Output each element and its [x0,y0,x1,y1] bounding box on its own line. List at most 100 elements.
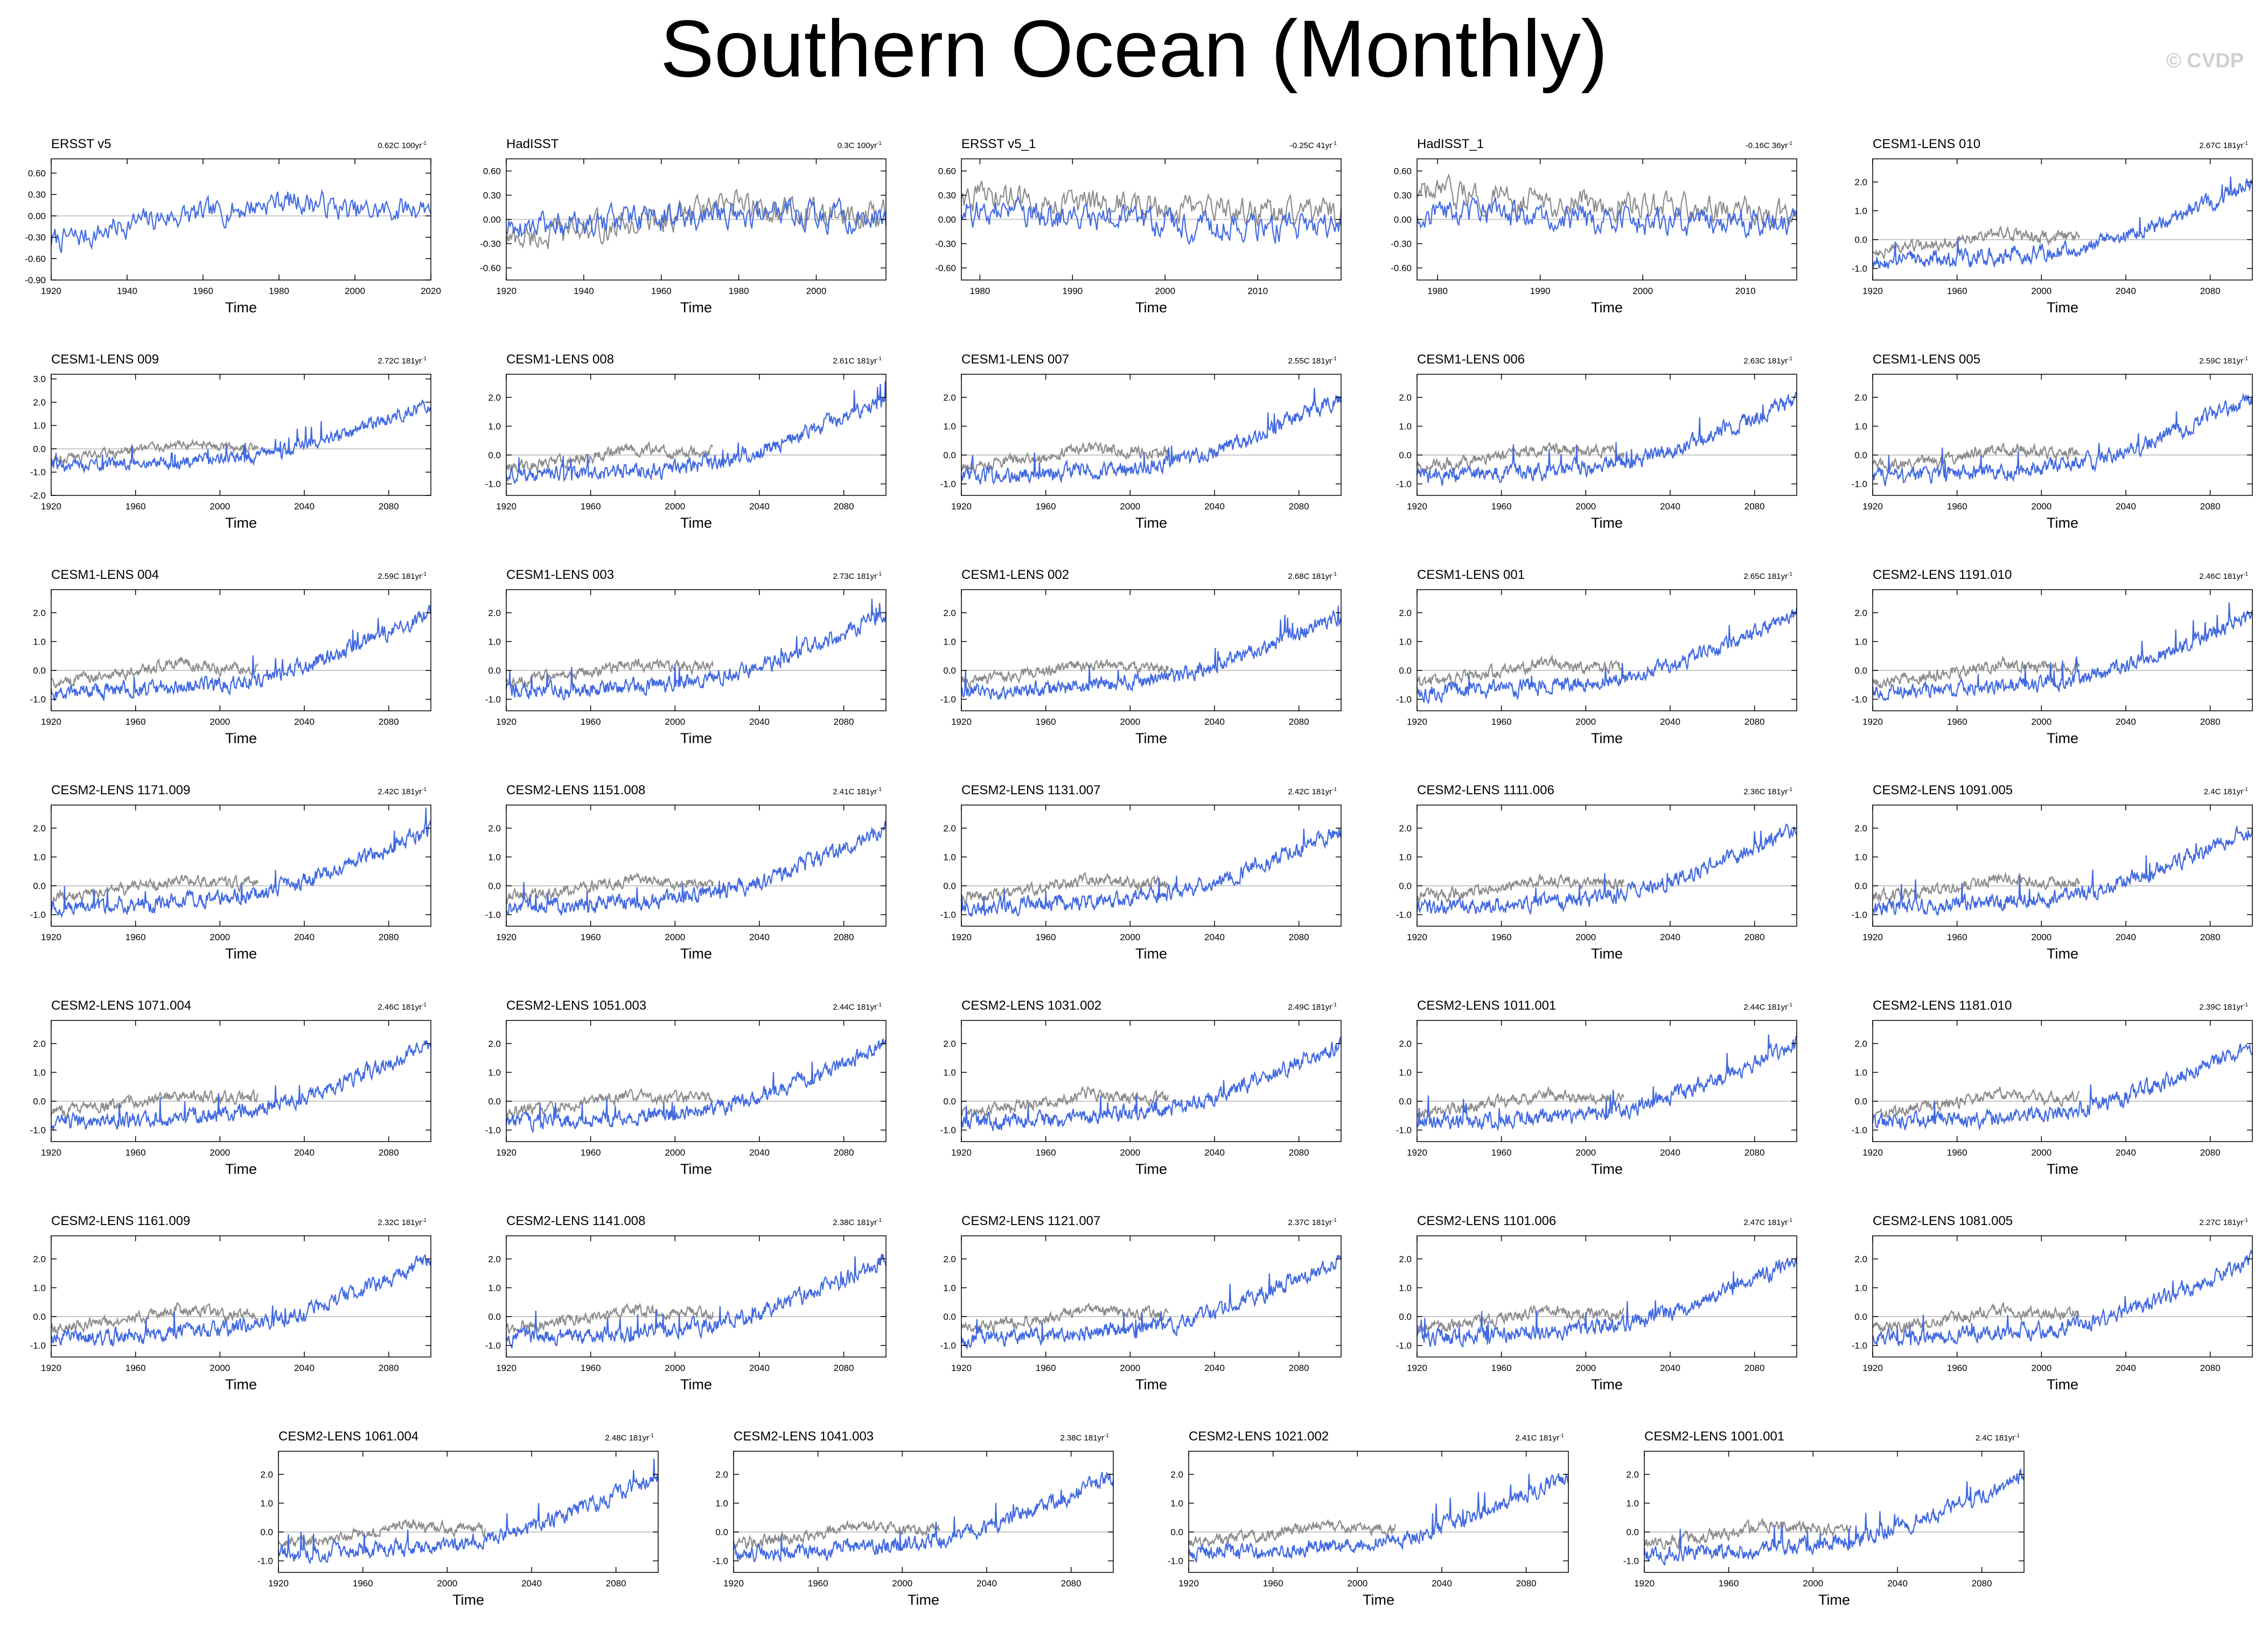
y-tick-label: 0.60 [938,166,956,177]
x-tick-label: 1920 [1407,501,1427,512]
x-tick-label: 2000 [1803,1578,1823,1589]
x-tick-label: 1960 [1263,1578,1283,1589]
panel-title: HadISST [506,137,559,151]
panel-title: CESM1-LENS 010 [1873,137,1980,151]
y-tick-label: 1.0 [488,1283,501,1293]
y-tick-label: 3.0 [33,374,46,384]
chart-panel: CESM1-LENS 005 2.59C 181yr-1 1920 1960 2000 2… [1852,352,2253,531]
model-series-line [960,388,1342,485]
y-tick-label: 1.0 [1854,636,1867,647]
panel-title: HadISST_1 [1417,137,1484,151]
chart-panel: CESM2-LENS 1101.006 2.47C 181yr-1 1920 1960… [1396,1214,1798,1393]
x-tick-label: 2040 [749,1363,770,1373]
y-tick-label: -1.0 [940,479,956,489]
y-tick-label: 2.0 [33,1039,46,1049]
x-tick-label: 2000 [210,932,230,942]
trend-unit-superscript: -1 [422,141,427,146]
x-axis-label: Time [680,515,712,531]
model-series-line [506,821,887,917]
x-tick-label: 2000 [1120,932,1140,942]
y-tick-label: 2.0 [260,1470,273,1480]
trend-label: 2.42C 181yr-1 [378,787,427,796]
plot-frame [278,1451,659,1573]
trend-label: 2.68C 181yr-1 [1288,571,1337,581]
panel-title: CESM2-LENS 1021.002 [1189,1429,1329,1444]
x-tick-label: 2000 [1632,286,1653,296]
x-tick-label: 2000 [210,717,230,727]
x-tick-label: 2000 [665,932,685,942]
panel-title: CESM2-LENS 1121.007 [961,1214,1100,1228]
trend-unit-superscript: -1 [422,787,427,793]
y-tick-label: -1.0 [485,479,501,489]
x-axis-label: Time [680,1376,712,1393]
chart-panel: CESM2-LENS 1181.010 2.39C 181yr-1 1920 1960… [1852,998,2253,1177]
chart-panel: ERSST v5_1 -0.25C 41yr-1 1980 1990 2000 2010 -… [935,137,1342,316]
chart-panel: CESM2-LENS 1071.004 2.46C 181yr-1 1920 1960… [30,998,432,1177]
obs-series-line [51,438,259,465]
x-axis-label: Time [225,299,257,316]
x-tick-label: 2040 [1204,1363,1225,1373]
trend-label: 2.39C 181yr-1 [2199,1002,2248,1012]
x-tick-label: 2040 [1660,501,1680,512]
plot-frame [506,1235,887,1358]
y-tick-label: -1.0 [485,1125,501,1136]
y-tick-label: -1.0 [30,1125,46,1136]
chart-panel: CESM2-LENS 1191.010 2.46C 181yr-1 1920 1960… [1852,568,2253,746]
x-tick-label: 1920 [41,501,61,512]
y-tick-label: 1.0 [943,421,956,431]
plot-frame [506,1020,887,1142]
x-tick-label: 2040 [2116,1148,2136,1158]
model-series-line [50,400,432,474]
chart-panel: HadISST_1 -0.16C 36yr-1 1980 1990 2000 2010 -0… [1391,137,1798,316]
chart-panel: ERSST v5 0.62C 100yr-1 1920 1940 1960 1980 200… [25,137,441,316]
y-tick-label: 1.0 [1399,636,1412,647]
obs-series-line [961,659,1169,690]
x-tick-label: 2000 [665,1363,685,1373]
obs-series-line [50,1088,259,1120]
x-tick-label: 1960 [808,1578,828,1589]
trend-label: 2.42C 181yr-1 [1288,787,1337,796]
plot-frame [961,1235,1342,1358]
y-tick-label: 0.0 [1399,1096,1412,1107]
y-tick-label: 2.0 [1854,823,1867,834]
trend-unit-superscript: -1 [1788,141,1792,146]
trend-unit-superscript: -1 [422,1002,427,1008]
y-tick-label: 1.0 [943,636,956,647]
y-tick-label: 1.0 [488,1067,501,1078]
y-tick-label: 2.0 [488,393,501,403]
x-tick-label: 1920 [1862,717,1883,727]
x-tick-label: 2000 [2031,1148,2051,1158]
x-tick-label: 2000 [806,286,827,296]
x-tick-label: 2000 [892,1578,912,1589]
y-tick-label: 1.0 [943,1283,956,1293]
y-tick-label: 2.0 [1854,1039,1867,1049]
x-tick-label: 2000 [1120,1148,1140,1158]
x-tick-label: 2000 [2031,1363,2051,1373]
chart-panel: CESM1-LENS 009 2.72C 181yr-1 1920 1960 2000 2… [30,352,432,531]
obs-series-line [961,1085,1169,1118]
plot-frame [1872,374,2253,496]
model-series-line [1416,1256,1798,1348]
x-axis-label: Time [1135,1161,1167,1177]
panel-title: CESM2-LENS 1111.006 [1417,783,1554,797]
x-tick-label: 1960 [1491,1363,1512,1373]
model-series-line [1416,608,1798,705]
y-tick-label: -1.0 [30,467,46,478]
y-tick-label: -0.60 [480,263,501,274]
x-tick-label: 1920 [1407,932,1427,942]
y-tick-label: 0.00 [483,215,501,225]
y-tick-label: 0.00 [938,215,956,225]
y-tick-label: 0.0 [1854,1096,1867,1107]
x-tick-label: 1960 [1036,501,1056,512]
obs-series-line [505,188,887,249]
trend-unit-superscript: -1 [1332,1002,1337,1008]
y-tick-label: 0.0 [1626,1527,1639,1537]
trend-unit-superscript: -1 [422,571,427,577]
y-tick-label: 1.0 [33,1067,46,1078]
model-series-line [1872,176,2253,269]
y-tick-label: 0.30 [938,191,956,201]
x-tick-label: 2040 [1432,1578,1452,1589]
x-tick-label: 1920 [496,501,517,512]
trend-label: 2.61C 181yr-1 [833,356,882,366]
x-tick-label: 1960 [581,717,601,727]
